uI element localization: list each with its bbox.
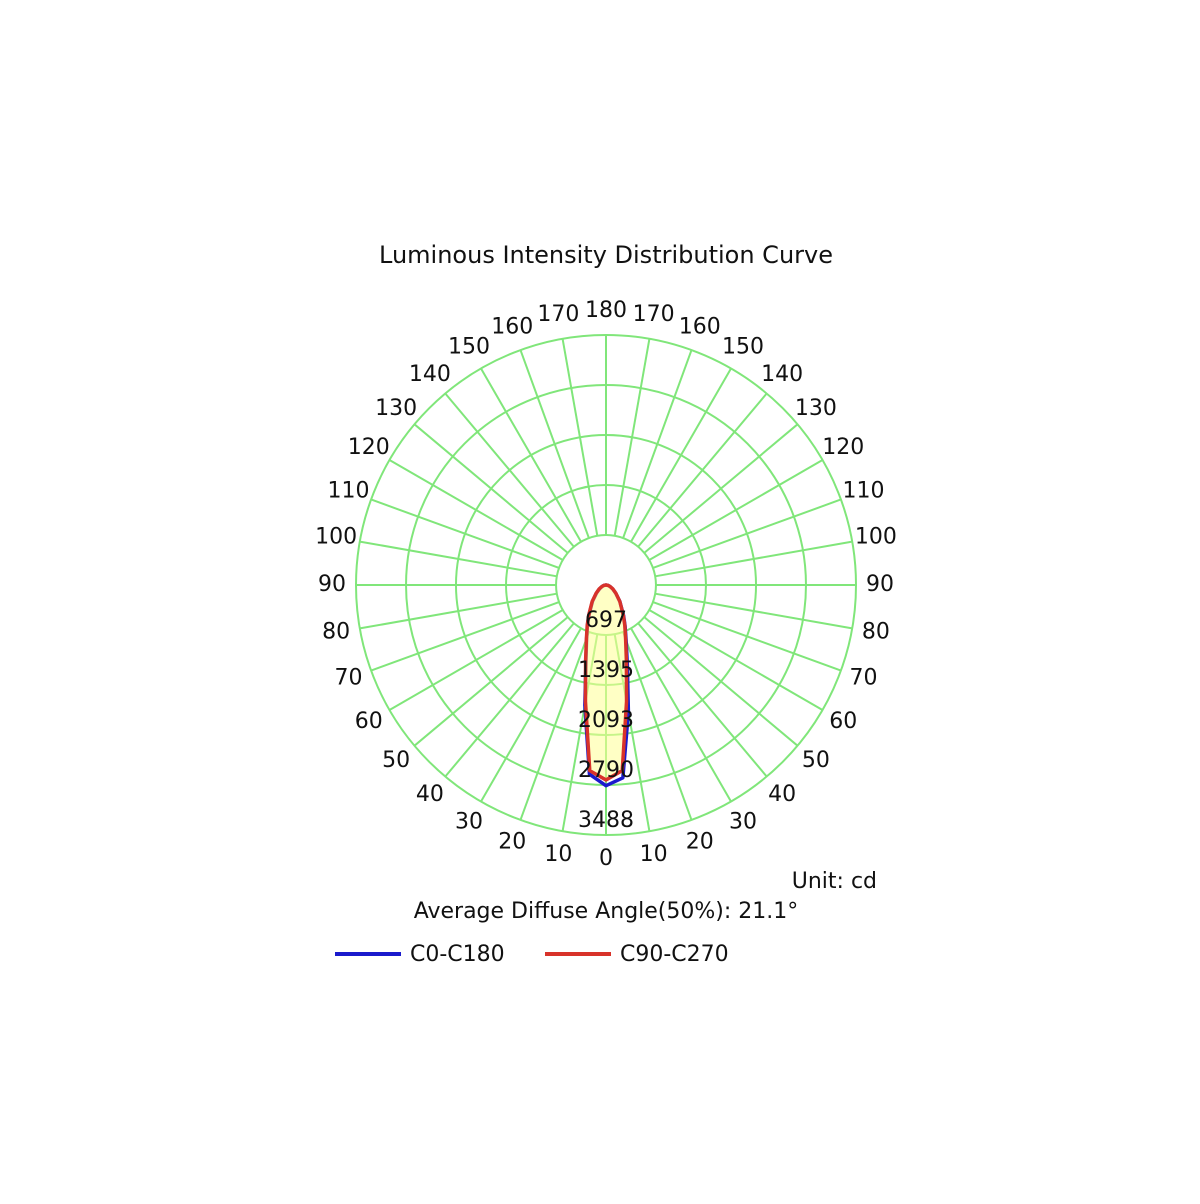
angle-tick-label: 130 bbox=[795, 396, 837, 421]
angle-tick-label: 70 bbox=[849, 666, 877, 691]
grid-spoke bbox=[444, 622, 575, 778]
grid-spoke bbox=[519, 349, 590, 539]
angle-tick-label: 120 bbox=[822, 435, 864, 460]
grid-spoke bbox=[370, 601, 560, 672]
grid-spoke bbox=[413, 616, 569, 747]
grid-spoke bbox=[388, 459, 564, 561]
angle-tick-label: 100 bbox=[855, 524, 897, 549]
angle-tick-label: 10 bbox=[640, 842, 668, 867]
angle-tick-label: 90 bbox=[318, 572, 346, 597]
r-tick-label: 697 bbox=[585, 608, 627, 633]
grid-spoke bbox=[388, 609, 564, 711]
angle-tick-label: 40 bbox=[768, 782, 796, 807]
grid-spoke bbox=[359, 592, 557, 630]
r-tick-label: 2790 bbox=[578, 758, 634, 783]
grid-spoke bbox=[519, 631, 590, 821]
angle-tick-label: 30 bbox=[729, 809, 757, 834]
angle-tick-label: 110 bbox=[328, 478, 370, 503]
grid-spoke bbox=[648, 459, 824, 561]
note: Average Diffuse Angle(50%): 21.1° bbox=[414, 899, 799, 924]
curves bbox=[583, 583, 631, 788]
angle-tick-label: 10 bbox=[544, 842, 572, 867]
grid-spoke bbox=[359, 540, 557, 578]
angle-tick-label: 170 bbox=[633, 302, 675, 327]
r-tick-label: 3488 bbox=[578, 808, 634, 833]
angle-tick-label: 20 bbox=[498, 829, 526, 854]
grid-spoke bbox=[480, 627, 582, 803]
angle-tick-label: 120 bbox=[348, 435, 390, 460]
grid-spoke bbox=[480, 367, 582, 543]
grid-spoke bbox=[637, 392, 768, 548]
unit-label: Unit: cd bbox=[792, 869, 877, 894]
angle-tick-label: 30 bbox=[455, 809, 483, 834]
legend-label: C90-C270 bbox=[620, 942, 729, 967]
grid-spoke bbox=[630, 367, 732, 543]
grid-spoke bbox=[444, 392, 575, 548]
grid-spoke bbox=[643, 616, 799, 747]
angle-tick-label: 160 bbox=[491, 315, 533, 340]
grid-spoke bbox=[622, 631, 693, 821]
grid-spoke bbox=[648, 609, 824, 711]
angle-tick-label: 150 bbox=[448, 335, 490, 360]
angle-tick-label: 140 bbox=[761, 362, 803, 387]
angle-tick-label: 20 bbox=[686, 829, 714, 854]
grid-spoke bbox=[655, 592, 853, 630]
legend-label: C0-C180 bbox=[410, 942, 505, 967]
angle-tick-label: 170 bbox=[537, 302, 579, 327]
grid-spoke bbox=[622, 349, 693, 539]
legend: C0-C180 C90-C270 bbox=[335, 942, 729, 967]
grid-spoke bbox=[561, 338, 599, 536]
grid-spoke bbox=[643, 423, 799, 554]
grid-spoke bbox=[655, 540, 853, 578]
grid-spoke bbox=[637, 622, 768, 778]
r-tick-label: 2093 bbox=[578, 708, 634, 733]
angle-tick-label: 160 bbox=[679, 315, 721, 340]
angle-tick-label: 140 bbox=[409, 362, 451, 387]
angle-tick-label: 60 bbox=[829, 709, 857, 734]
angle-tick-label: 90 bbox=[866, 572, 894, 597]
angle-tick-label: 150 bbox=[722, 335, 764, 360]
angle-tick-label: 80 bbox=[862, 620, 890, 645]
angle-tick-label: 180 bbox=[585, 298, 627, 323]
grid-spoke bbox=[413, 423, 569, 554]
grid-spoke bbox=[613, 338, 651, 536]
curve bbox=[583, 583, 629, 782]
angle-tick-label: 110 bbox=[842, 478, 884, 503]
angle-tick-label: 130 bbox=[375, 396, 417, 421]
grid-spoke bbox=[370, 498, 560, 569]
angle-tick-label: 50 bbox=[382, 748, 410, 773]
angle-tick-label: 40 bbox=[416, 782, 444, 807]
grid-spoke bbox=[630, 627, 732, 803]
angle-tick-label: 0 bbox=[599, 846, 613, 871]
r-tick-label: 1395 bbox=[578, 658, 634, 683]
angle-tick-label: 80 bbox=[322, 620, 350, 645]
angle-tick-label: 100 bbox=[315, 524, 357, 549]
grid-spoke bbox=[652, 601, 842, 672]
angle-tick-label: 50 bbox=[802, 748, 830, 773]
grid-spoke bbox=[652, 498, 842, 569]
chart-title: Luminous Intensity Distribution Curve bbox=[379, 241, 833, 269]
angle-tick-label: 60 bbox=[355, 709, 383, 734]
angle-tick-label: 70 bbox=[335, 666, 363, 691]
